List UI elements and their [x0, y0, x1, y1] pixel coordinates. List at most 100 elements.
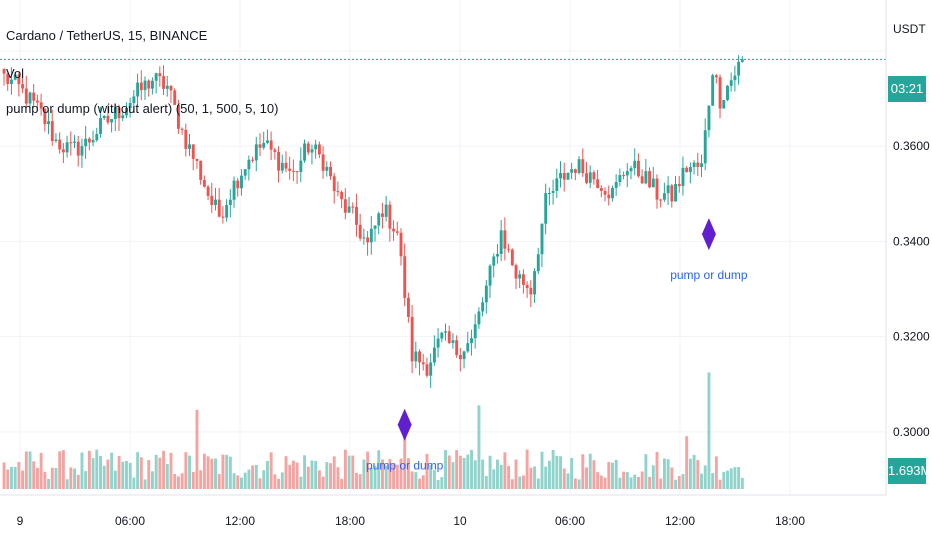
volume-bar	[251, 465, 255, 489]
time-tick-label: 12:00	[225, 514, 255, 528]
candle-body	[236, 180, 240, 189]
candle-body	[458, 355, 462, 360]
candle-body	[588, 172, 592, 183]
volume-bar	[73, 468, 76, 489]
pump-or-dump-markers: pump or dump pump or dump	[366, 218, 748, 473]
volume-bar	[61, 450, 65, 489]
volume-bar	[659, 478, 663, 489]
volume-bar	[614, 459, 618, 489]
volume-bar	[707, 372, 711, 489]
volume-bar	[651, 465, 655, 489]
candle-body	[180, 128, 184, 130]
volume-bar	[351, 455, 355, 489]
candle-body	[418, 351, 422, 363]
candle-body	[625, 171, 629, 176]
volume-bar	[711, 473, 715, 489]
candle-body	[644, 171, 648, 184]
symbol-legend[interactable]: Cardano / TetherUS, 15, BINANCE	[6, 28, 208, 43]
volume-bar	[243, 472, 247, 489]
candle-body	[291, 170, 295, 172]
candlesticks	[2, 55, 744, 388]
candle-body	[529, 288, 533, 295]
candle-body	[740, 59, 744, 62]
volume-bar	[581, 454, 585, 489]
volume-bar	[369, 467, 373, 489]
volume-bar	[655, 451, 659, 489]
candle-body	[91, 140, 95, 143]
volume-bar	[366, 451, 370, 489]
candle-body	[406, 297, 410, 317]
volume-bars	[2, 372, 744, 489]
indicator-legend[interactable]: pump or dump (without alert) (50, 1, 500…	[6, 101, 279, 116]
volume-bar	[273, 474, 277, 489]
candle-body	[65, 142, 69, 153]
time-axis[interactable]: 9 06:00 12:00 18:00 10 06:00 12:00 18:00	[17, 514, 806, 528]
volume-bar	[151, 471, 154, 489]
volume-bar	[529, 467, 533, 489]
candle-body	[444, 331, 447, 333]
volume-bar	[603, 477, 607, 489]
candle-body	[362, 237, 366, 239]
candle-body	[61, 149, 65, 153]
candle-body	[355, 206, 358, 225]
candle-body	[73, 141, 76, 143]
volume-bar	[662, 458, 666, 489]
candle-body	[421, 362, 425, 365]
candle-body	[202, 179, 206, 187]
candle-body	[451, 340, 455, 343]
candle-body	[217, 199, 221, 217]
candle-body	[99, 118, 102, 135]
candle-body	[503, 230, 507, 249]
candle-body	[84, 138, 88, 147]
candle-body	[240, 175, 243, 189]
candle-body	[729, 80, 733, 86]
candle-body	[737, 61, 741, 76]
volume-bar	[622, 471, 626, 489]
volume-bar	[317, 470, 321, 489]
price-tick-label: 0.3200	[893, 330, 930, 344]
volume-bar	[510, 479, 514, 489]
volume-bar	[132, 477, 136, 489]
volume-bar	[596, 472, 600, 489]
candle-body	[510, 249, 514, 266]
volume-bar	[332, 456, 336, 489]
volume-legend[interactable]: Vol	[6, 66, 25, 81]
price-axis[interactable]: 0.3600 0.3400 0.3200 0.3000	[893, 139, 930, 439]
candle-body	[21, 84, 25, 89]
volume-bar	[399, 458, 403, 489]
candle-body	[425, 364, 429, 376]
volume-bar	[162, 450, 166, 489]
candle-body	[384, 204, 388, 217]
candle-body	[221, 216, 225, 218]
candle-body	[711, 75, 715, 106]
volume-bar	[384, 465, 388, 489]
candle-body	[466, 343, 470, 352]
price-tick-label: 0.3600	[893, 139, 930, 153]
volume-bar	[481, 459, 485, 489]
candle-body	[358, 224, 362, 239]
volume-bar	[514, 459, 518, 489]
volume-bar	[618, 477, 622, 489]
time-tick-label: 12:00	[665, 514, 695, 528]
volume-bar	[470, 449, 473, 489]
time-tick-label: 18:00	[775, 514, 805, 528]
volume-bar	[585, 467, 588, 489]
volume-bar	[473, 460, 477, 489]
candle-body	[243, 169, 247, 176]
volume-bar	[240, 477, 243, 489]
volume-bar	[436, 480, 440, 489]
volume-bar	[76, 474, 80, 489]
volume-bar	[340, 478, 344, 489]
candle-body	[655, 178, 659, 200]
candle-body	[199, 160, 203, 180]
candle-body	[329, 166, 332, 177]
candle-body	[195, 158, 199, 161]
pump-or-dump-marker-icon	[397, 408, 412, 441]
volume-bar	[447, 455, 451, 489]
last-price-countdown-badge: 03:21	[888, 76, 926, 103]
volume-bar	[329, 463, 332, 489]
volume-bar	[28, 451, 32, 489]
candle-body	[299, 160, 303, 172]
volume-bar	[50, 467, 54, 489]
